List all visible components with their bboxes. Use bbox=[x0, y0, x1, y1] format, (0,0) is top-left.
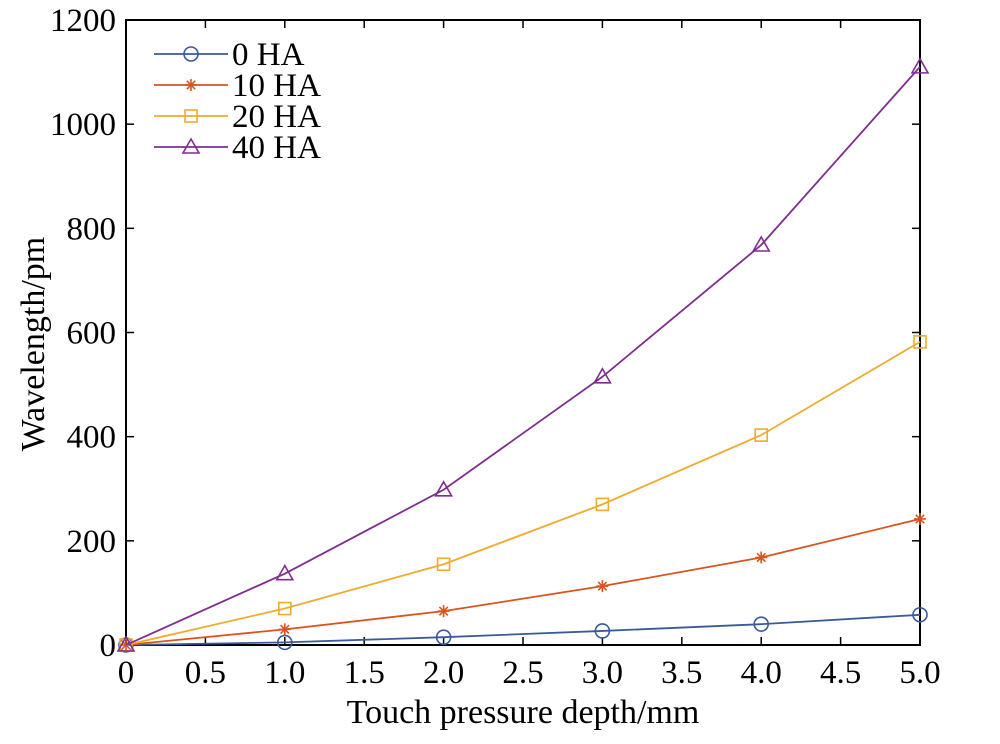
asterisk-stroke bbox=[438, 606, 449, 616]
legend-marker bbox=[183, 46, 199, 62]
data-point bbox=[435, 629, 452, 645]
data-point bbox=[436, 557, 451, 572]
series-line bbox=[125, 66, 921, 646]
asterisk-stroke bbox=[597, 581, 608, 591]
legend-item: 10 HA bbox=[154, 68, 321, 104]
series-line bbox=[125, 518, 921, 646]
series-line bbox=[125, 613, 921, 646]
data-point bbox=[437, 605, 450, 618]
data-point bbox=[914, 512, 926, 525]
asterisk-stroke bbox=[756, 552, 766, 563]
data-point bbox=[277, 601, 292, 616]
y-tick-label: 1000 bbox=[50, 107, 116, 143]
data-point bbox=[913, 335, 927, 349]
x-tick-label: 4.5 bbox=[820, 655, 861, 691]
x-tick-label: 0 bbox=[118, 655, 135, 691]
legend-marker bbox=[184, 109, 198, 123]
data-point bbox=[275, 564, 295, 581]
legend-label: 10 HA bbox=[232, 68, 321, 104]
legend-label: 0 HA bbox=[232, 37, 305, 73]
data-point bbox=[594, 623, 611, 639]
series-20-ha bbox=[119, 335, 927, 652]
x-axis-label: Touch pressure depth/mm bbox=[347, 694, 700, 731]
x-tick-label: 5.0 bbox=[899, 655, 940, 691]
data-point bbox=[910, 57, 930, 74]
data-point bbox=[593, 367, 612, 384]
data-point bbox=[754, 428, 769, 442]
x-tick-label: 2.0 bbox=[423, 655, 464, 691]
y-tick-label: 600 bbox=[67, 316, 117, 352]
y-tick-label: 800 bbox=[67, 211, 117, 247]
asterisk-stroke bbox=[186, 80, 196, 90]
data-point bbox=[912, 606, 928, 623]
y-axis-label: Wavelength/pm bbox=[15, 237, 52, 451]
series-10-ha bbox=[120, 512, 926, 651]
legend-label: 40 HA bbox=[232, 130, 321, 166]
data-point bbox=[751, 235, 771, 252]
legend-marker bbox=[181, 137, 201, 154]
data-point bbox=[755, 551, 768, 564]
x-tick-label: 1.5 bbox=[344, 655, 385, 691]
y-tick-label: 1200 bbox=[50, 3, 116, 39]
y-tick-label: 400 bbox=[67, 420, 117, 456]
data-point bbox=[116, 635, 136, 652]
data-point bbox=[595, 497, 610, 512]
x-tick-label: 3.5 bbox=[661, 655, 702, 691]
series-40-ha bbox=[116, 57, 930, 652]
legend-label: 20 HA bbox=[232, 99, 321, 135]
data-point bbox=[753, 616, 770, 632]
legend-marker bbox=[185, 79, 197, 91]
legend-item: 40 HA bbox=[154, 130, 321, 166]
series-0-ha bbox=[118, 606, 928, 653]
data-point bbox=[276, 634, 293, 651]
legend-item: 0 HA bbox=[154, 37, 305, 73]
data-point bbox=[434, 480, 453, 497]
y-tick-labels: 0 200 400 600 800 1000 1200 bbox=[50, 3, 116, 664]
x-tick-label: 0.5 bbox=[185, 655, 226, 691]
asterisk-stroke bbox=[915, 514, 925, 524]
asterisk-stroke bbox=[280, 624, 290, 635]
y-tick-label: 0 bbox=[100, 628, 117, 664]
x-tick-label: 2.5 bbox=[502, 655, 543, 691]
x-tick-label: 1.0 bbox=[264, 655, 305, 691]
plot-area bbox=[125, 19, 921, 646]
x-tick-label: 4.0 bbox=[741, 655, 782, 691]
x-tick-labels: 0 0.5 1.0 1.5 2.0 2.5 3.0 3.5 4.0 4.5 5.0 bbox=[118, 655, 941, 691]
x-tick-label: 3.0 bbox=[582, 655, 623, 691]
data-point bbox=[596, 580, 609, 593]
y-tick-label: 200 bbox=[67, 524, 117, 560]
series-layer bbox=[116, 57, 930, 653]
legend-item: 20 HA bbox=[154, 99, 321, 135]
series-line bbox=[125, 341, 921, 646]
data-point bbox=[278, 623, 291, 636]
